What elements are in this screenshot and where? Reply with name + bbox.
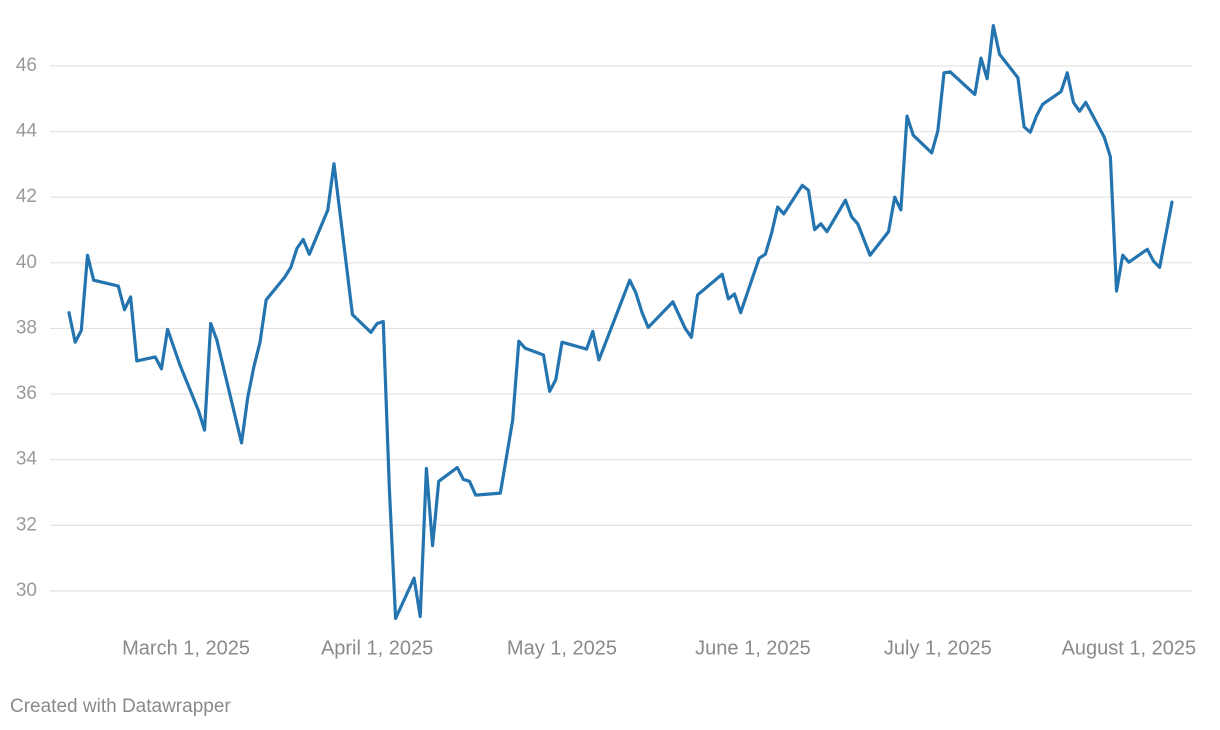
y-tick-label: 40 [16, 252, 37, 273]
y-tick-label: 32 [16, 514, 37, 535]
y-tick-label: 46 [16, 55, 37, 76]
y-tick-label: 38 [16, 317, 37, 338]
x-tick-label: July 1, 2025 [884, 637, 992, 659]
x-tick-label: April 1, 2025 [321, 637, 433, 659]
y-tick-label: 30 [16, 580, 37, 601]
x-tick-label: August 1, 2025 [1062, 637, 1197, 659]
credit: Created with Datawrapper [10, 696, 231, 717]
grid: 30 32 34 36 38 40 42 44 46 March 1, 2025 April 1, … [16, 55, 1196, 659]
line [67, 23, 1174, 621]
x-tick-label: May 1, 2025 [507, 637, 617, 659]
x-tick-label: June 1, 2025 [695, 637, 811, 659]
x-tick-label: March 1, 2025 [122, 637, 250, 659]
y-tick-label: 34 [16, 449, 38, 470]
y-tick-label: 44 [16, 121, 38, 142]
y-tick-label: 42 [16, 186, 37, 207]
plot [67, 23, 1174, 621]
y-tick-label: 36 [16, 383, 37, 404]
